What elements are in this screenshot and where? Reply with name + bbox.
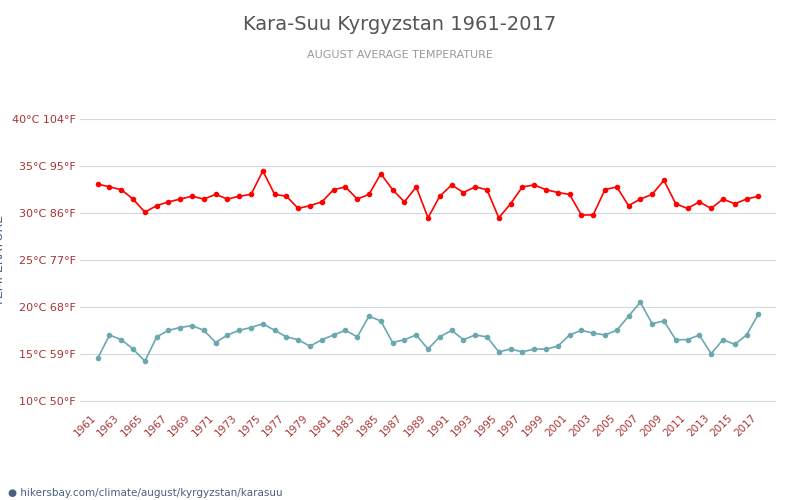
Y-axis label: TEMPERATURE: TEMPERATURE: [0, 214, 6, 306]
Text: ● hikersbay.com/climate/august/kyrgyzstan/karasuu: ● hikersbay.com/climate/august/kyrgyzsta…: [8, 488, 282, 498]
Text: Kara-Suu Kyrgyzstan 1961-2017: Kara-Suu Kyrgyzstan 1961-2017: [243, 15, 557, 34]
Legend: NIGHT, DAY: NIGHT, DAY: [341, 495, 515, 500]
Text: AUGUST AVERAGE TEMPERATURE: AUGUST AVERAGE TEMPERATURE: [307, 50, 493, 60]
